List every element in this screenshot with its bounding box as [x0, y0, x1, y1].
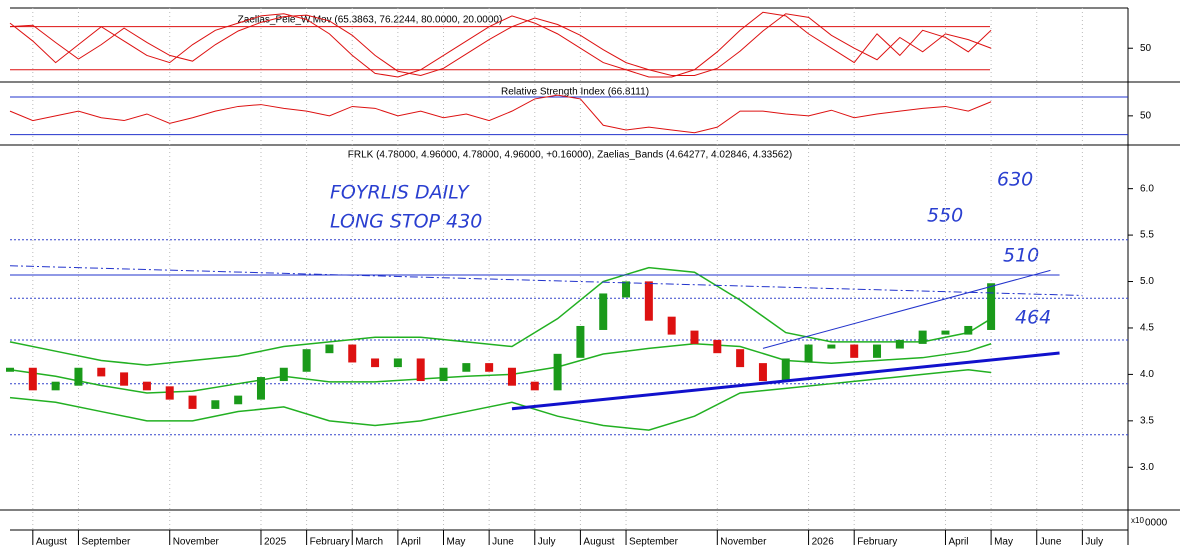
price-bar	[6, 367, 14, 372]
price-bar	[622, 281, 631, 298]
x-tick-label: April	[401, 537, 421, 548]
oscillator-line	[9, 11, 992, 78]
annotation: 630	[997, 169, 1033, 191]
price-bar	[599, 293, 608, 330]
price-bar	[507, 367, 516, 386]
price-bar	[211, 400, 220, 409]
y-tick-label: 50	[1140, 110, 1152, 121]
price-bar	[188, 395, 197, 409]
price-bar	[964, 325, 973, 335]
annotation: FOYRLIS DAILY	[330, 182, 470, 204]
price-bar	[165, 386, 174, 400]
y-tick-label: 50	[1140, 43, 1152, 54]
price-bar	[736, 349, 745, 368]
price-bar	[941, 330, 950, 335]
x-tick-label: March	[355, 537, 383, 548]
band	[9, 266, 992, 366]
x-tick-label: June	[492, 537, 514, 548]
y-tick-label: 3.5	[1140, 415, 1154, 426]
price-bar	[530, 381, 539, 391]
trend-line	[511, 351, 1060, 411]
x-tick-label: February	[857, 537, 897, 548]
x-tick-label: August	[583, 537, 614, 548]
price-bar	[74, 367, 83, 386]
price-bar	[462, 363, 471, 372]
price-bar	[393, 358, 402, 368]
x-tick-label: 2025	[264, 537, 287, 548]
y-tick-label: 5.0	[1140, 276, 1154, 287]
y-tick-label: 4.5	[1140, 323, 1154, 334]
x-tick-label: September	[629, 537, 679, 548]
y-tick-label: 4.0	[1140, 369, 1154, 380]
x-tick-label: April	[948, 537, 968, 548]
price-bar	[279, 367, 288, 382]
price-bar	[348, 344, 357, 363]
x-tick-label: November	[720, 537, 767, 548]
band	[9, 369, 992, 431]
price-bar	[918, 330, 927, 344]
price-bar	[781, 358, 790, 382]
price-bar	[51, 381, 60, 391]
price-bar	[576, 325, 585, 358]
x-tick-label: May	[447, 537, 466, 548]
price-bar	[142, 381, 151, 391]
rsi-line	[9, 94, 992, 134]
x-tick-label: August	[36, 537, 67, 548]
oscillator-title: Zaelias_Pele_W.Mov (65.3863, 76.2244, 80…	[238, 15, 503, 26]
price-bar	[758, 363, 767, 382]
price-bar	[485, 363, 494, 372]
annotation: 550	[927, 205, 963, 227]
price-bar	[690, 330, 699, 344]
oscillator-line	[9, 13, 992, 77]
price-bar	[302, 349, 311, 372]
y-tick-label: 3.0	[1140, 462, 1154, 473]
x-tick-label: September	[81, 537, 131, 548]
price-title: FRLK (4.78000, 4.96000, 4.78000, 4.96000…	[348, 150, 793, 161]
trend-line	[9, 265, 1083, 296]
annotation: LONG STOP 430	[330, 211, 482, 233]
price-bar	[416, 358, 425, 382]
y-tick-label: 6.0	[1140, 183, 1154, 194]
price-bar	[439, 367, 448, 382]
x-tick-label: November	[173, 537, 220, 548]
annotation: 510	[1003, 245, 1039, 267]
price-bar	[667, 316, 676, 335]
price-bar	[120, 372, 129, 386]
rsi-title: Relative Strength Index (66.8111)	[501, 87, 649, 98]
x-tick-label: February	[310, 537, 350, 548]
price-bar	[804, 344, 813, 363]
price-bar	[827, 344, 836, 349]
volume-label: x10	[1131, 516, 1144, 525]
annotation: 464	[1015, 307, 1051, 329]
price-bar	[371, 358, 380, 368]
price-bar	[28, 367, 37, 391]
x-tick-label: July	[538, 537, 556, 548]
x-tick-label: July	[1085, 537, 1103, 548]
panel-frames	[0, 7, 1180, 545]
x-tick-label: May	[994, 537, 1013, 548]
x-tick-label: June	[1040, 537, 1062, 548]
price-bar	[987, 283, 996, 330]
volume-tick: 0000	[1145, 518, 1168, 529]
trend-line	[762, 269, 1051, 349]
y-tick-label: 5.5	[1140, 230, 1154, 241]
price-bar	[850, 344, 859, 358]
price-bar	[553, 353, 562, 391]
price-bar	[325, 344, 334, 354]
price-bar	[256, 377, 265, 400]
price-bar	[873, 344, 882, 358]
price-bar	[644, 281, 653, 321]
price-bar	[895, 339, 904, 349]
x-tick-label: 2026	[812, 537, 835, 548]
price-bar	[97, 367, 106, 377]
price-bar	[713, 339, 722, 354]
price-bar	[234, 395, 243, 405]
